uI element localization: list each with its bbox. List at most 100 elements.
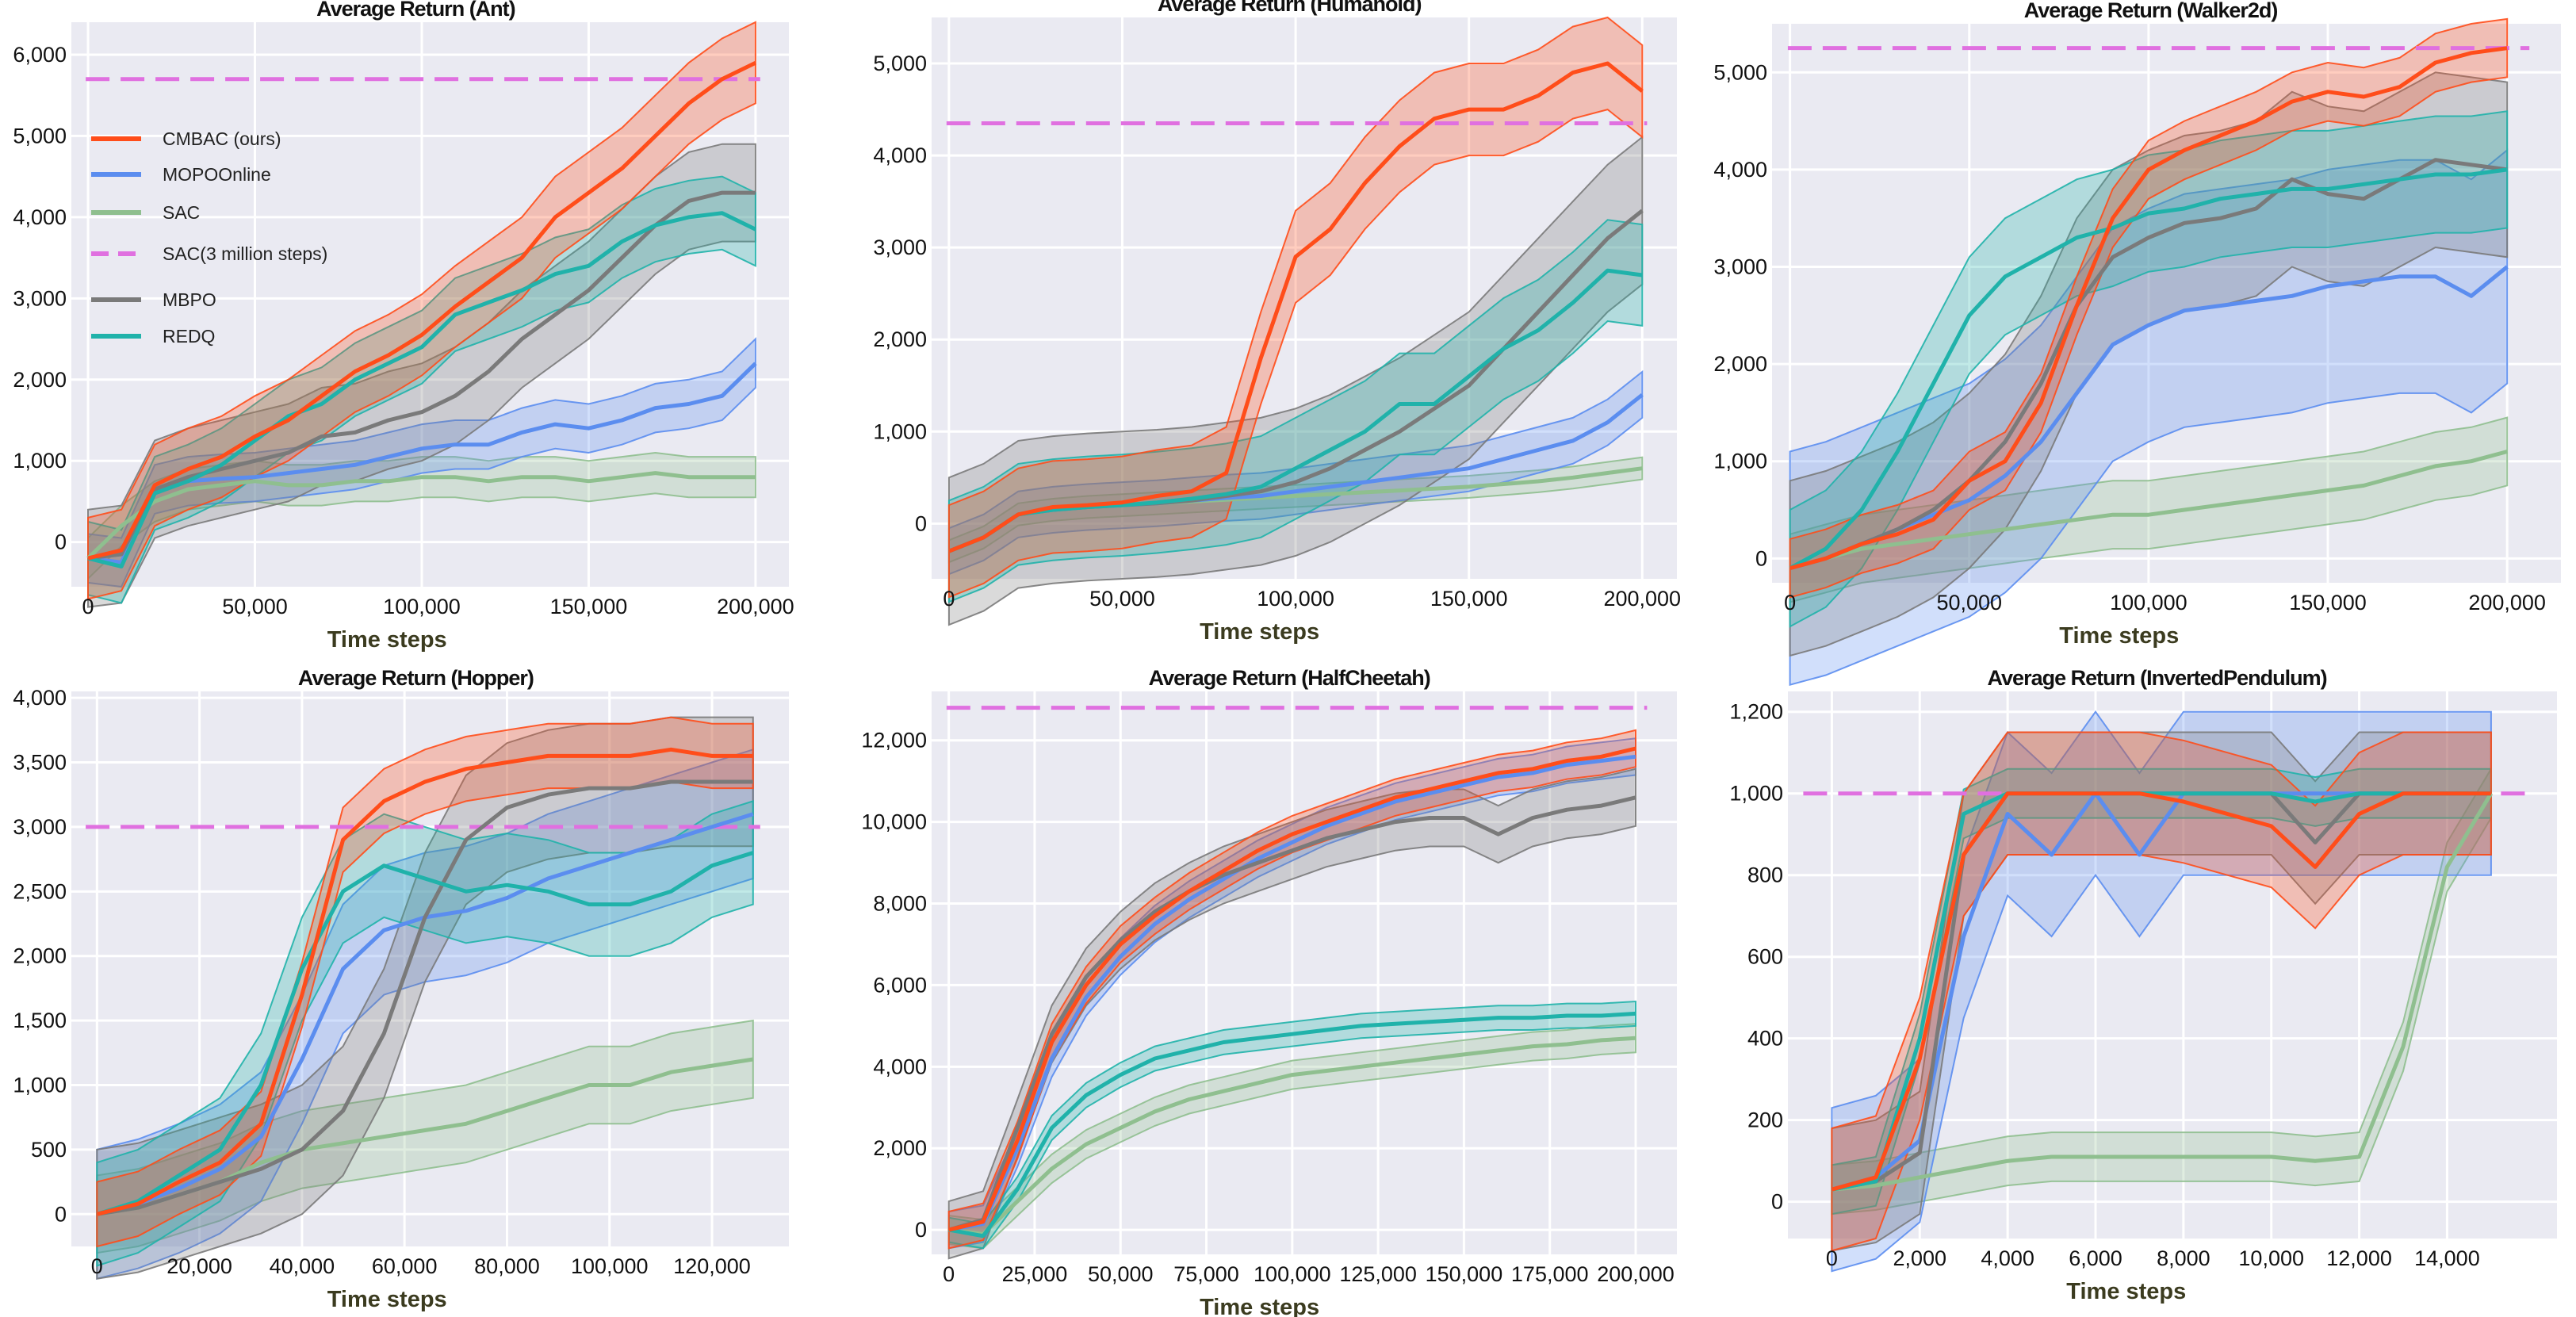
chart-title: Average Return (Walker2d) (2024, 0, 2278, 22)
x-tick-label: 14,000 (2414, 1246, 2480, 1270)
x-tick-label: 0 (91, 1254, 103, 1278)
x-tick-label: 50,000 (1089, 587, 1155, 611)
y-tick-label: 1,000 (13, 1074, 67, 1097)
legend-label-mbpo: MBPO (163, 289, 216, 310)
series-line-sac (86, 471, 756, 560)
y-tick-label: 1,000 (1713, 450, 1767, 473)
legend-label-redq: REDQ (163, 326, 215, 346)
series-line-mbpo (1789, 158, 2508, 571)
band-sac (1789, 416, 2509, 603)
y-tick-label: 0 (55, 530, 67, 554)
series-line-cmbac-ours (96, 747, 753, 1216)
y-tick-label: 500 (31, 1138, 67, 1162)
x-tick-label: 6,000 (2069, 1246, 2122, 1270)
x-axis-label: Time steps (2066, 1279, 2186, 1304)
chart-panel-ant: Average Return (Ant) 0 50,000 100,000 150,00… (13, 0, 794, 653)
y-tick-label: 6,000 (873, 973, 927, 997)
x-tick-label: 10,000 (2238, 1246, 2304, 1270)
series-line-redq (1789, 167, 2508, 570)
x-tick-label: 125,000 (1339, 1262, 1417, 1286)
x-tick-label: 150,000 (2289, 591, 2367, 614)
y-tick-label: 8,000 (873, 892, 927, 916)
x-tick-label: 80,000 (474, 1254, 540, 1278)
x-tick-label: 150,000 (550, 595, 628, 618)
x-tick-label: 100,000 (383, 595, 461, 618)
x-tick-label: 75,000 (1173, 1262, 1239, 1286)
band-redq (947, 1000, 1636, 1250)
chart-panel-walker2d: Average Return (Walker2d) 0 50,000 100,000 1… (1713, 0, 2561, 687)
band-sac (96, 1019, 754, 1254)
chart-title: Average Return (Humanoid) (1158, 0, 1422, 16)
chart-panel-invertedpendulum: Average Return (InvertedPendulum) 0 2,000 4… (1729, 666, 2557, 1304)
x-tick-label: 50,000 (1936, 591, 2002, 614)
x-tick-label: 8,000 (2157, 1246, 2210, 1270)
y-tick-label: 3,500 (13, 751, 67, 775)
x-tick-label: 100,000 (571, 1254, 649, 1278)
series-line-cmbac-ours (1831, 791, 2491, 1192)
y-tick-label: 2,000 (13, 368, 67, 392)
x-tick-label: 2,000 (1893, 1246, 1946, 1270)
series-line-mopoonline (948, 754, 1636, 1232)
x-tick-label: 40,000 (270, 1254, 335, 1278)
x-tick-label: 0 (1784, 591, 1796, 614)
x-tick-label: 0 (1826, 1246, 1838, 1270)
legend-label-sac: SAC (163, 202, 200, 223)
x-tick-label: 200,000 (1597, 1262, 1675, 1286)
y-tick-label: 0 (1771, 1190, 1783, 1214)
legend-label-sac-3-million-steps: SAC(3 million steps) (163, 243, 327, 264)
series-line-redq (1831, 791, 2491, 1192)
plot-background (71, 22, 789, 587)
x-tick-label: 20,000 (167, 1254, 232, 1278)
x-tick-label: 0 (943, 1262, 955, 1286)
y-tick-label: 800 (1747, 863, 1783, 887)
x-tick-label: 200,000 (1603, 587, 1681, 611)
band-cmbac-ours (87, 21, 756, 600)
x-axis-label: Time steps (1200, 619, 1319, 645)
y-tick-label: 0 (55, 1202, 67, 1226)
chart-title: Average Return (Hopper) (298, 666, 534, 690)
x-tick-label: 50,000 (222, 595, 288, 618)
x-tick-label: 200,000 (717, 595, 794, 618)
y-tick-label: 5,000 (873, 52, 927, 75)
x-axis-label: Time steps (1200, 1295, 1319, 1317)
x-tick-label: 0 (943, 587, 955, 611)
y-tick-label: 4,000 (13, 205, 67, 229)
chart-title: Average Return (Ant) (316, 0, 515, 21)
x-axis-label: Time steps (327, 627, 447, 653)
series-line-cmbac-ours (1789, 46, 2508, 571)
legend: CMBAC (ours) MOPOOnline SAC SAC(3 million s… (91, 128, 327, 346)
y-tick-label: 3,000 (873, 235, 927, 259)
x-tick-label: 175,000 (1511, 1262, 1589, 1286)
y-tick-label: 600 (1747, 945, 1783, 969)
y-tick-label: 1,000 (873, 419, 927, 443)
x-tick-label: 0 (82, 595, 94, 618)
x-tick-label: 25,000 (1002, 1262, 1068, 1286)
band-mbpo (947, 768, 1636, 1260)
band-mopoonline (1789, 148, 2509, 687)
band-cmbac-ours (947, 16, 1644, 599)
y-tick-label: 4,000 (13, 686, 67, 710)
band-mopoonline (87, 337, 756, 588)
series-line-sac (1832, 792, 2494, 1192)
x-tick-label: 100,000 (1257, 587, 1334, 611)
band-cmbac-ours (1789, 17, 2509, 599)
x-tick-label: 60,000 (372, 1254, 438, 1278)
band-sac (87, 451, 756, 581)
y-tick-label: 4,000 (873, 144, 927, 167)
x-tick-label: 100,000 (1254, 1262, 1331, 1286)
x-tick-label: 100,000 (2110, 591, 2187, 614)
series-line-redq (87, 211, 756, 569)
y-tick-label: 1,500 (13, 1009, 67, 1032)
series-line-sac (948, 1036, 1636, 1236)
y-tick-label: 0 (1755, 546, 1767, 570)
x-axis-label: Time steps (327, 1287, 447, 1312)
y-tick-label: 200 (1747, 1108, 1783, 1132)
y-tick-label: 2,000 (13, 944, 67, 968)
series-line-cmbac-ours (87, 60, 756, 561)
x-tick-label: 12,000 (2326, 1246, 2392, 1270)
y-tick-label: 3,000 (1713, 255, 1767, 279)
y-tick-label: 10,000 (861, 810, 927, 834)
band-sac (947, 1023, 1636, 1250)
y-tick-label: 5,000 (1713, 60, 1767, 84)
y-tick-label: 1,200 (1729, 700, 1783, 724)
